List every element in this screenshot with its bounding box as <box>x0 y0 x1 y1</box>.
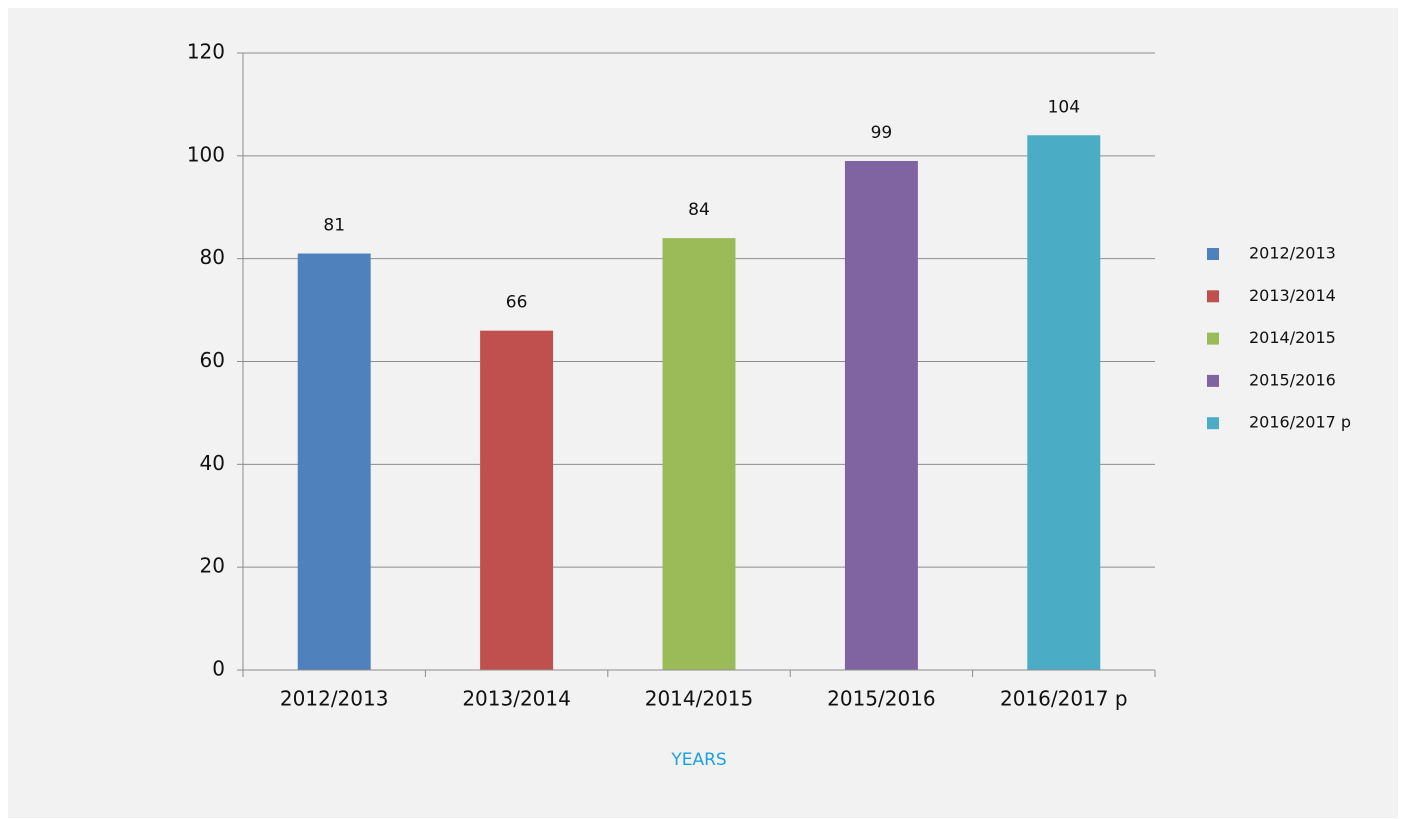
legend-label: 2013/2014 <box>1249 286 1336 305</box>
x-tick-label: 2012/2013 <box>280 687 389 711</box>
data-label: 104 <box>1048 97 1080 117</box>
bar <box>1027 135 1101 670</box>
data-label: 84 <box>688 200 710 220</box>
bar <box>297 253 371 670</box>
data-label: 66 <box>506 293 528 313</box>
legend-label: 2016/2017 p <box>1249 413 1351 432</box>
legend-swatch <box>1207 290 1219 303</box>
legend-label: 2015/2016 <box>1249 370 1336 389</box>
legend-label: 2012/2013 <box>1249 244 1336 263</box>
legend-swatch <box>1207 332 1219 345</box>
bar <box>844 160 918 670</box>
data-label: 99 <box>871 123 893 143</box>
x-tick-label: 2015/2016 <box>827 687 936 711</box>
x-tick-label: 2016/2017 p <box>1000 687 1128 711</box>
bar <box>480 330 554 670</box>
y-tick-label: 100 <box>187 142 225 166</box>
y-tick-label: 20 <box>200 554 225 578</box>
x-tick-label: 2014/2015 <box>645 687 754 711</box>
data-label: 81 <box>323 216 345 236</box>
legend-swatch <box>1207 417 1219 430</box>
bar <box>662 238 736 670</box>
y-tick-label: 60 <box>200 348 225 372</box>
y-tick-label: 80 <box>200 245 225 269</box>
legend-swatch <box>1207 374 1219 387</box>
legend-swatch <box>1207 248 1219 260</box>
y-tick-label: 0 <box>212 657 225 681</box>
y-tick-label: 40 <box>200 451 225 475</box>
x-axis-label: YEARS <box>670 750 726 770</box>
x-tick-label: 2013/2014 <box>462 687 571 711</box>
y-tick-label: 120 <box>187 40 225 64</box>
legend-label: 2014/2015 <box>1249 328 1336 347</box>
